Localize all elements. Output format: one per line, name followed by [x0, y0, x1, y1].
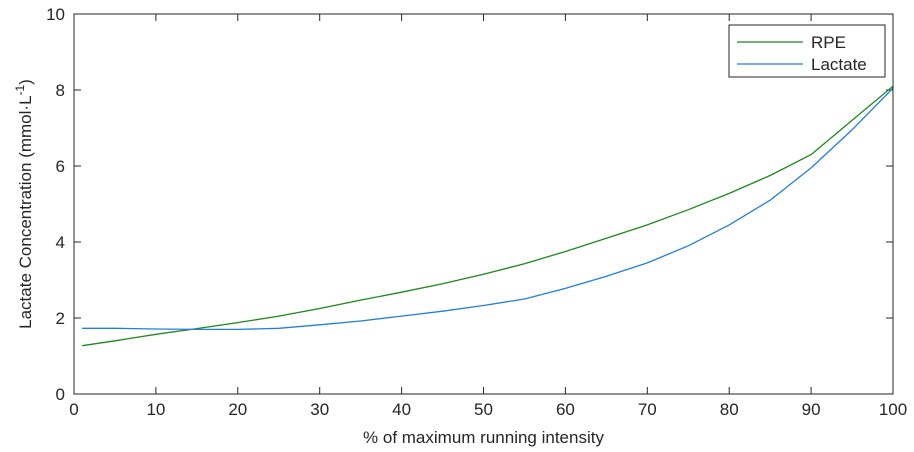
x-tick-label: 100 [879, 400, 907, 419]
x-tick-label: 60 [556, 400, 575, 419]
legend-box [728, 24, 886, 78]
x-tick-label: 50 [474, 400, 493, 419]
y-tick-label: 0 [56, 385, 65, 404]
x-tick-label: 80 [720, 400, 739, 419]
x-tick-label: 20 [228, 400, 247, 419]
series-line-lactate [82, 87, 894, 331]
x-tick-label: 70 [638, 400, 657, 419]
x-tick-label: 10 [146, 400, 165, 419]
x-tick-label: 0 [69, 400, 78, 419]
y-axis-label-sup: -1 [13, 84, 27, 95]
y-tick-label: 2 [56, 309, 65, 328]
x-tick-label: 90 [802, 400, 821, 419]
legend-entry-rpe: RPE [811, 33, 846, 52]
y-axis-label: Lactate Concentration (mmol·L-1) [13, 79, 35, 329]
y-tick-label: 6 [56, 157, 65, 176]
y-tick-label: 8 [56, 81, 65, 100]
legend-entry-lactate: Lactate [811, 55, 867, 74]
tick-labels: 0 10 20 30 40 50 60 70 80 90 100 0 2 4 6 8 10 [46, 5, 907, 419]
x-tick-label: 30 [310, 400, 329, 419]
y-axis-label-tail: ) [16, 79, 35, 85]
y-axis-label-main: Lactate Concentration (mmol·L [16, 95, 35, 328]
series-lines [82, 85, 894, 347]
y-tick-label: 10 [46, 5, 65, 24]
legend: RPE Lactate [728, 24, 886, 78]
x-axis-label: % of maximum running intensity [363, 428, 604, 447]
series-line-rpe [82, 85, 894, 347]
plot-frame [73, 13, 894, 395]
y-tick-label: 4 [56, 233, 65, 252]
x-tick-label: 40 [392, 400, 411, 419]
